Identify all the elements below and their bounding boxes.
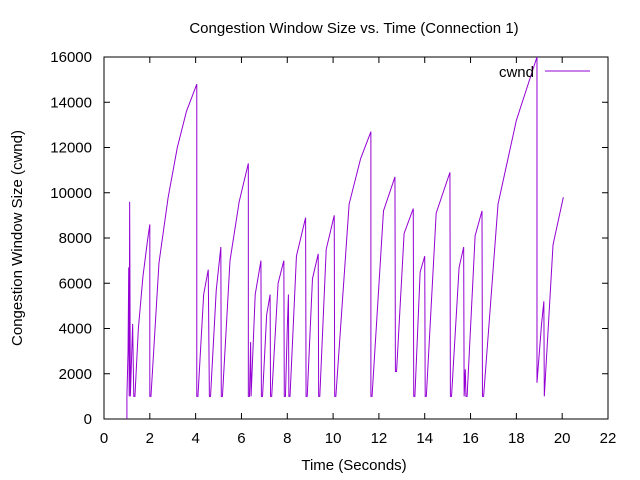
x-tick-label: 10: [325, 430, 342, 447]
chart-title: Congestion Window Size vs. Time (Connect…: [189, 20, 518, 37]
x-tick-label: 4: [191, 430, 199, 447]
x-tick-label: 20: [554, 430, 571, 447]
x-axis: 0 2 4 6 8 10 12 14 16 18 20 22: [100, 57, 617, 447]
y-tick-label: 2000: [59, 366, 92, 383]
y-tick-label: 10000: [50, 185, 92, 202]
x-tick-label: 16: [462, 430, 479, 447]
x-tick-label: 0: [100, 430, 108, 447]
x-tick-label: 8: [283, 430, 291, 447]
x-tick-label: 14: [416, 430, 433, 447]
x-tick-label: 22: [600, 430, 617, 447]
x-tick-label: 18: [508, 430, 525, 447]
y-tick-label: 6000: [59, 275, 92, 292]
y-tick-label: 4000: [59, 321, 92, 338]
series-line-cwnd: [126, 56, 564, 419]
plot-frame: [103, 56, 609, 420]
y-tick-label: 12000: [50, 140, 92, 157]
legend-label-cwnd: cwnd: [499, 64, 534, 81]
x-axis-label: Time (Seconds): [301, 457, 406, 474]
y-tick-label: 0: [84, 411, 92, 428]
y-tick-label: 14000: [50, 94, 92, 111]
x-tick-label: 12: [371, 430, 388, 447]
y-tick-label: 8000: [59, 230, 92, 247]
y-axis: 0 2000 4000 6000 8000 10000 12000 14000 16000: [50, 49, 608, 428]
x-tick-label: 2: [146, 430, 154, 447]
x-tick-label: 6: [237, 430, 245, 447]
y-tick-label: 16000: [50, 49, 92, 66]
y-axis-label: Congestion Window Size (cwnd): [9, 130, 26, 346]
